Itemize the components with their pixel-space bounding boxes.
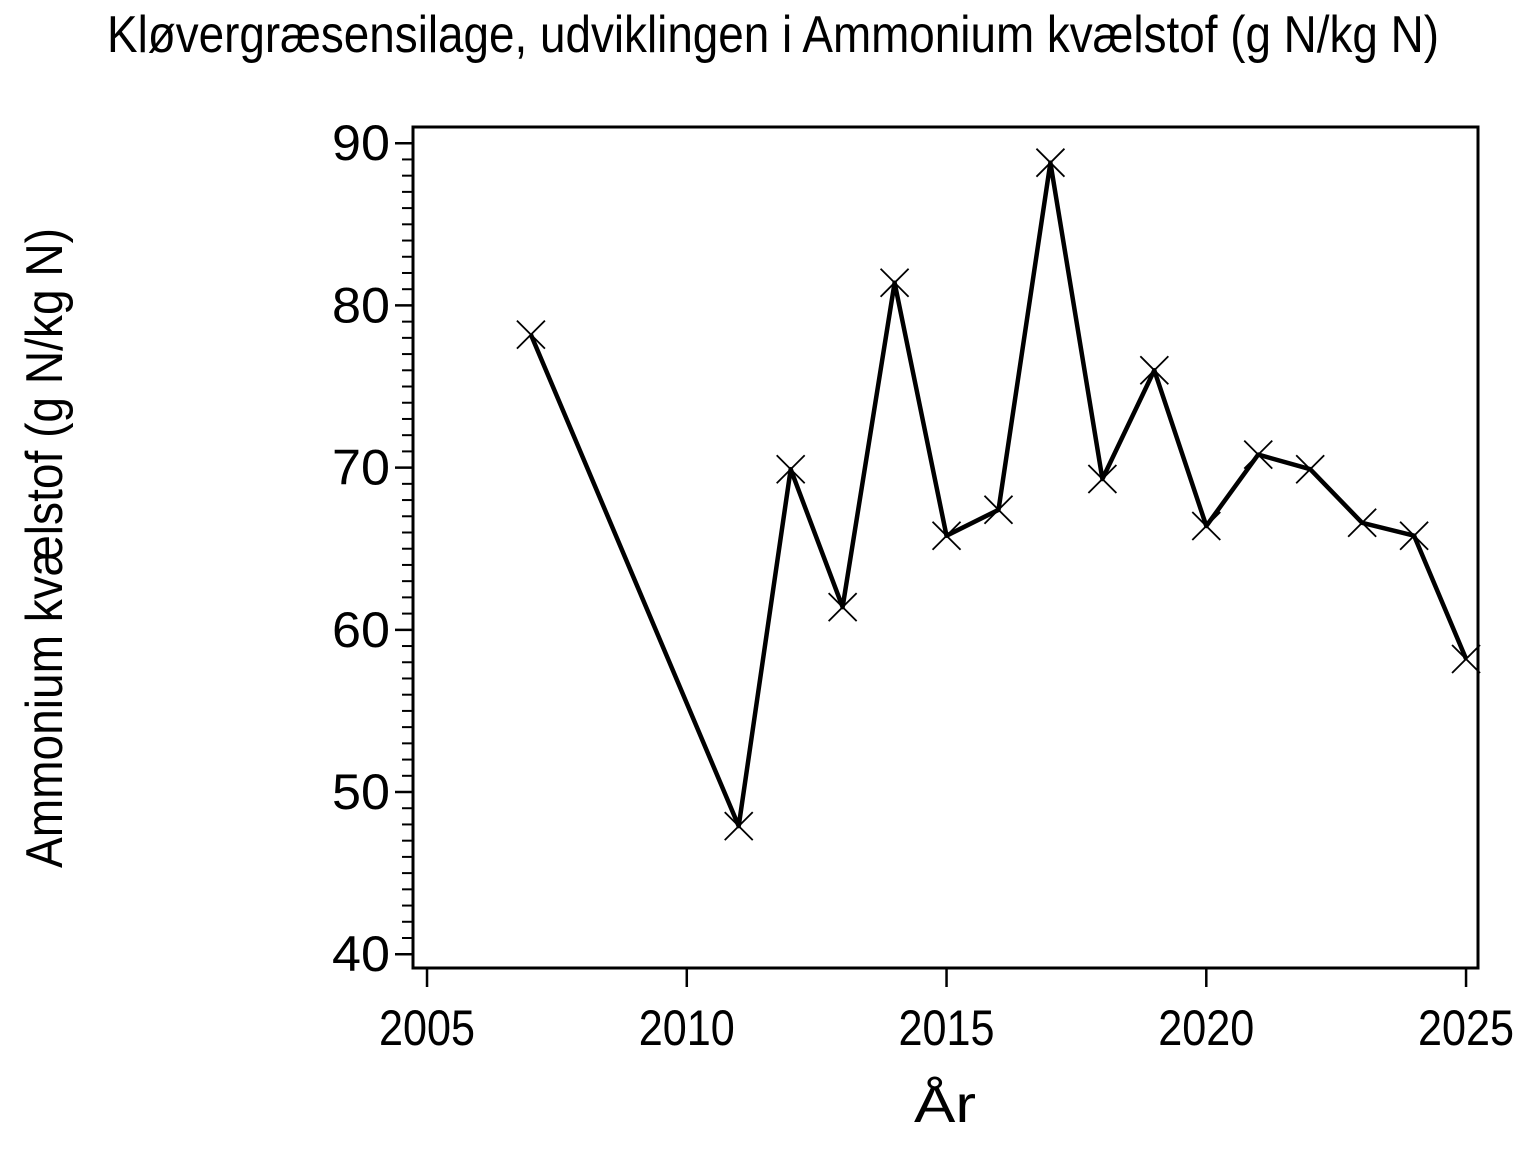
x-marker-stroke [1243, 440, 1273, 470]
x-tick-label: 2025 [1418, 1000, 1514, 1056]
x-marker [1087, 464, 1118, 494]
x-marker [1451, 644, 1481, 674]
x-marker-stroke [931, 521, 962, 551]
x-marker-stroke [828, 592, 858, 622]
x-marker-stroke [1035, 148, 1066, 178]
x-tick-label: 2020 [1158, 1000, 1254, 1056]
y-tick-label: 80 [332, 277, 390, 333]
y-tick-label: 90 [332, 115, 390, 171]
x-marker [1139, 355, 1169, 385]
x-marker [1347, 508, 1377, 538]
x-marker [879, 268, 910, 298]
x-marker [1243, 440, 1273, 470]
x-marker-stroke [516, 319, 546, 350]
y-tick-label: 50 [332, 764, 390, 820]
plot-frame [411, 125, 1480, 970]
x-marker-stroke [1191, 511, 1221, 541]
x-marker [1035, 148, 1066, 178]
x-tick-label: 2015 [899, 1000, 995, 1056]
plot-frame-box [411, 125, 1480, 970]
x-marker-stroke [1451, 644, 1481, 674]
y-axis-ticks: 40 50 60 70 80 90 [332, 115, 413, 982]
x-marker-stroke [983, 495, 1014, 525]
data-line [528, 160, 1469, 829]
y-tick-label: 70 [332, 440, 390, 496]
x-marker-stroke [776, 454, 806, 484]
x-marker [724, 811, 754, 841]
x-marker-stroke [1399, 521, 1429, 551]
x-marker-stroke [879, 268, 910, 298]
x-marker [516, 319, 546, 350]
x-axis-ticks: 2005 2010 2015 2020 2025 [379, 968, 1514, 1056]
x-marker [776, 454, 806, 484]
y-tick-label: 40 [332, 926, 390, 982]
x-marker-stroke [1347, 508, 1377, 538]
data-series [516, 148, 1481, 841]
chart-title: Kløvergræsensilage, udviklingen i Ammoni… [107, 6, 1439, 64]
x-marker [828, 592, 858, 622]
x-marker [1191, 511, 1221, 541]
x-tick-label: 2010 [639, 1000, 735, 1056]
x-marker [983, 495, 1014, 525]
x-axis-label: År [914, 1076, 976, 1134]
y-tick-label: 60 [332, 602, 390, 658]
y-axis-label: Ammonium kvælstof (g N/kg N) [16, 228, 74, 868]
x-marker [1399, 521, 1429, 551]
x-marker-stroke [1139, 355, 1169, 385]
x-marker-stroke [1295, 454, 1325, 484]
x-tick-label: 2005 [379, 1000, 475, 1056]
x-marker-stroke [1087, 464, 1118, 494]
x-marker [931, 521, 962, 551]
x-marker [1295, 454, 1325, 484]
x-marker-stroke [724, 811, 754, 841]
